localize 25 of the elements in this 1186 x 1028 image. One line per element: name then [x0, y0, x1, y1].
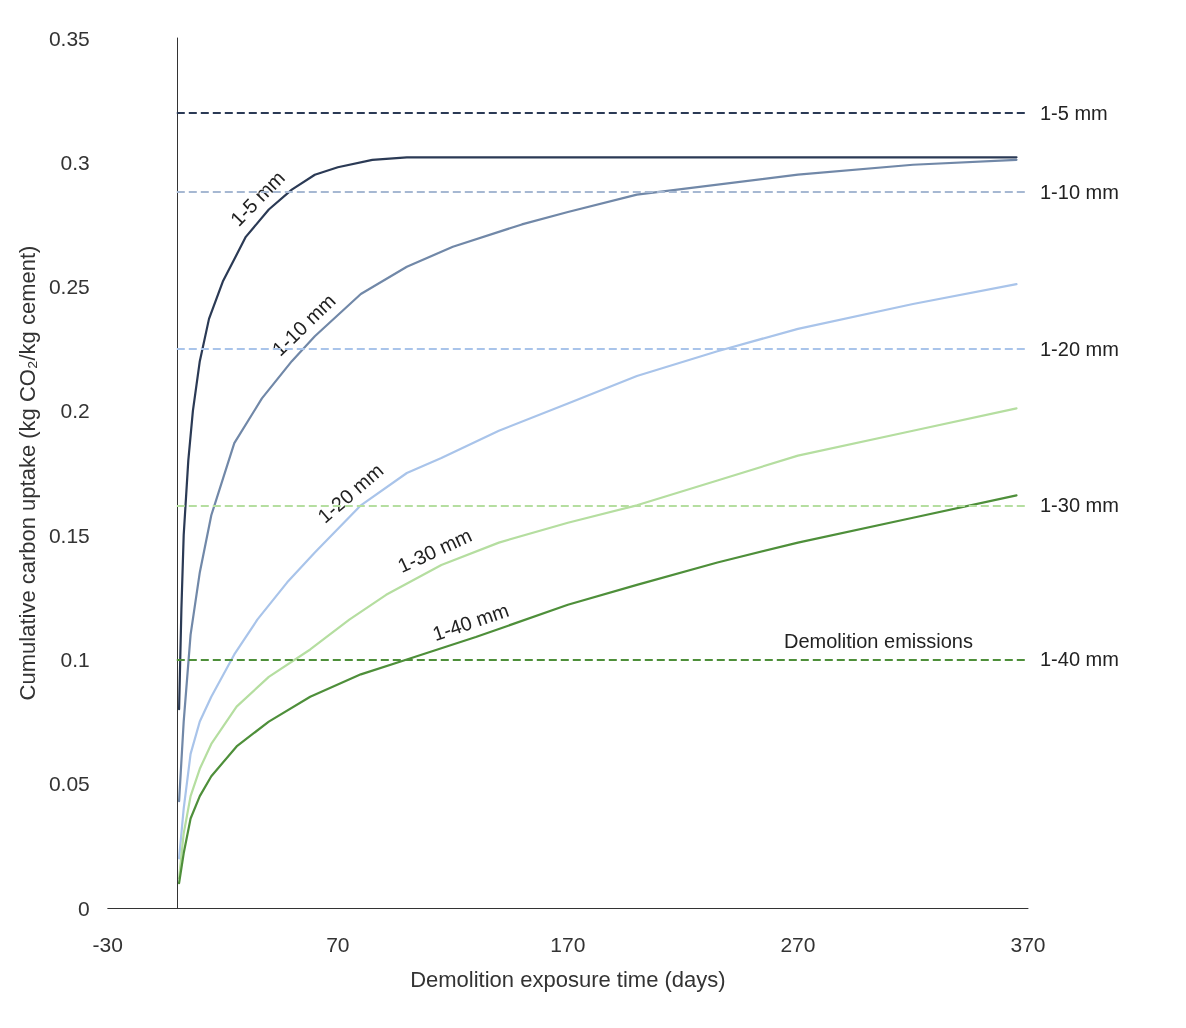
y-tick-label: 0.2	[60, 399, 90, 423]
text: 1-10 mm	[267, 289, 340, 361]
annotation: Demolition emissions	[783, 630, 973, 653]
text: 1-30 mm	[394, 523, 476, 577]
y-tick-label: 0.05	[48, 772, 90, 796]
y-tick-label: 0.25	[48, 275, 90, 299]
ref-line-label: 1-40 mm	[1040, 648, 1119, 671]
ref-line-label: 1-5 mm	[1040, 101, 1108, 124]
text: 1-40 mm	[429, 598, 512, 646]
x-tick-label: 70	[326, 933, 350, 956]
x-tick-label: 270	[780, 933, 816, 956]
text: 1-20 mm	[313, 459, 388, 528]
x-axis-title: Demolition exposure time (days)	[410, 966, 726, 992]
x-tick-label: -30	[92, 933, 123, 956]
y-tick-label: 0.15	[48, 523, 90, 547]
y-tick-label: 0.35	[48, 26, 90, 50]
ref-line-label: 1-20 mm	[1040, 337, 1119, 360]
x-tick-label: 170	[550, 933, 586, 956]
ref-line-label: 1-30 mm	[1040, 494, 1119, 517]
x-tick-label: 370	[1010, 933, 1046, 956]
ref-line-label: 1-10 mm	[1040, 181, 1119, 204]
y-axis-title: Cumulative carbon uptake (kg CO₂/kg cement)	[14, 245, 40, 701]
y-tick-label: 0.3	[60, 150, 90, 174]
y-tick-label: 0	[78, 896, 90, 920]
y-tick-label: 0.1	[60, 647, 90, 671]
